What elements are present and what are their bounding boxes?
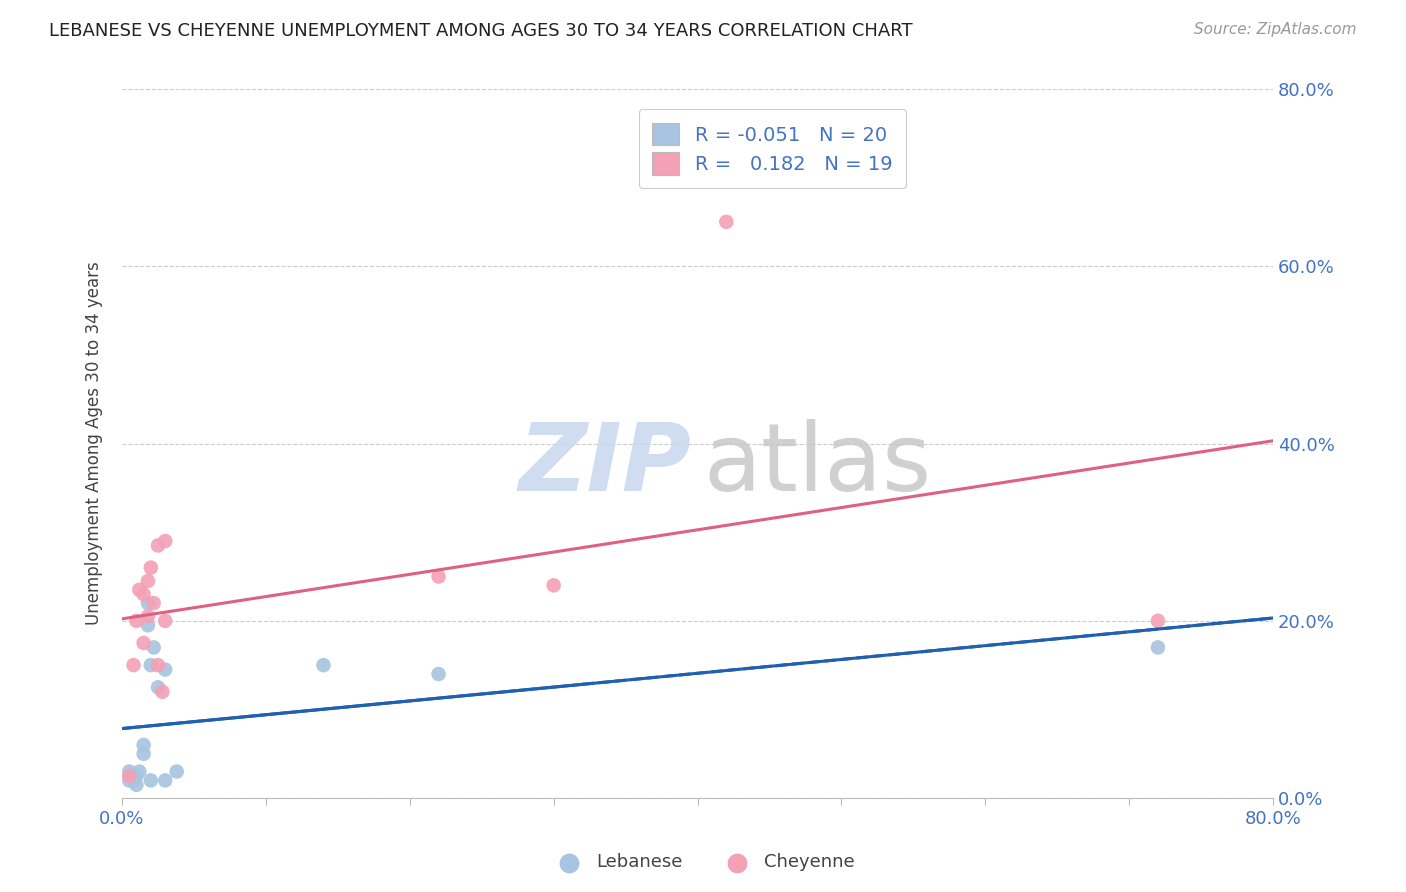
Text: LEBANESE VS CHEYENNE UNEMPLOYMENT AMONG AGES 30 TO 34 YEARS CORRELATION CHART: LEBANESE VS CHEYENNE UNEMPLOYMENT AMONG …	[49, 22, 912, 40]
Point	[146, 681, 169, 695]
Point	[132, 587, 155, 601]
Legend: Lebanese, Cheyenne: Lebanese, Cheyenne	[544, 847, 862, 879]
Point	[146, 539, 169, 553]
Point	[136, 618, 159, 632]
Point	[312, 658, 335, 673]
Point	[132, 636, 155, 650]
Legend: R = -0.051   N = 20, R =   0.182   N = 19: R = -0.051 N = 20, R = 0.182 N = 19	[638, 109, 905, 188]
Point	[427, 667, 450, 681]
Point	[155, 534, 177, 549]
Point	[155, 773, 177, 788]
Point	[1147, 614, 1170, 628]
Point	[543, 578, 565, 592]
Point	[136, 609, 159, 624]
Point	[128, 764, 150, 779]
Point	[146, 658, 169, 673]
Point	[128, 582, 150, 597]
Point	[166, 764, 188, 779]
Point	[1147, 640, 1170, 655]
Point	[142, 640, 165, 655]
Point	[716, 215, 738, 229]
Point	[132, 747, 155, 761]
Text: ZIP: ZIP	[519, 419, 692, 511]
Point	[125, 769, 148, 783]
Point	[139, 658, 162, 673]
Point	[136, 596, 159, 610]
Point	[427, 569, 450, 583]
Point	[150, 685, 173, 699]
Point	[136, 574, 159, 588]
Text: atlas: atlas	[703, 419, 932, 511]
Point	[118, 769, 141, 783]
Point	[118, 773, 141, 788]
Point	[139, 773, 162, 788]
Point	[125, 778, 148, 792]
Point	[142, 596, 165, 610]
Point	[155, 614, 177, 628]
Y-axis label: Unemployment Among Ages 30 to 34 years: Unemployment Among Ages 30 to 34 years	[86, 261, 103, 625]
Point	[132, 738, 155, 752]
Text: Source: ZipAtlas.com: Source: ZipAtlas.com	[1194, 22, 1357, 37]
Point	[125, 614, 148, 628]
Point	[122, 658, 145, 673]
Point	[155, 663, 177, 677]
Point	[118, 764, 141, 779]
Point	[139, 560, 162, 574]
Point	[122, 773, 145, 788]
